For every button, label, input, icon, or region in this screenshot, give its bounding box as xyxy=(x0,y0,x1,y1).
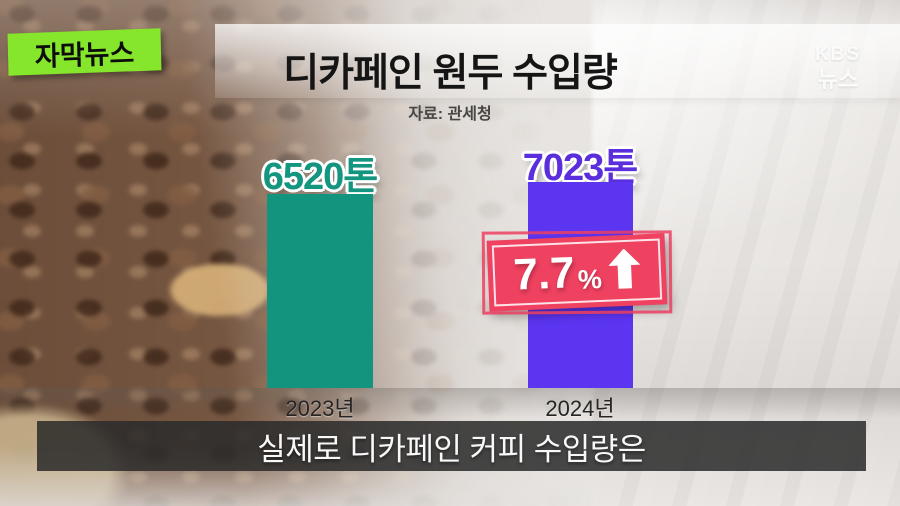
percent-sign: % xyxy=(577,263,603,295)
kbs-news-watermark: KBS 뉴스 xyxy=(799,35,877,101)
axis-label-2024: 2024년 xyxy=(545,396,615,421)
kbs-news-text: 뉴스 xyxy=(817,66,859,92)
up-arrow-icon xyxy=(608,248,642,289)
growth-badge: 7.7 % xyxy=(486,233,668,312)
growth-value: 7.7 xyxy=(512,247,576,300)
bar-2023 xyxy=(267,194,373,388)
chart-title: 디카페인 원두 수입량 xyxy=(283,52,618,95)
axis-label-2023: 2023년 xyxy=(285,396,355,421)
title-highlight-band xyxy=(215,24,900,98)
bar-value-label-2023: 6520톤 xyxy=(262,156,379,198)
subtitle-caption-bar: 실제로 디카페인 커피 수입량은 xyxy=(37,421,866,471)
chart-baseline-shadow xyxy=(0,388,900,418)
kbs-logo-text: KBS xyxy=(814,43,862,65)
chart-source-label: 자료: 관세청 xyxy=(408,106,492,123)
subtitle-caption-text: 실제로 디카페인 커피 수입량은 xyxy=(257,431,646,467)
